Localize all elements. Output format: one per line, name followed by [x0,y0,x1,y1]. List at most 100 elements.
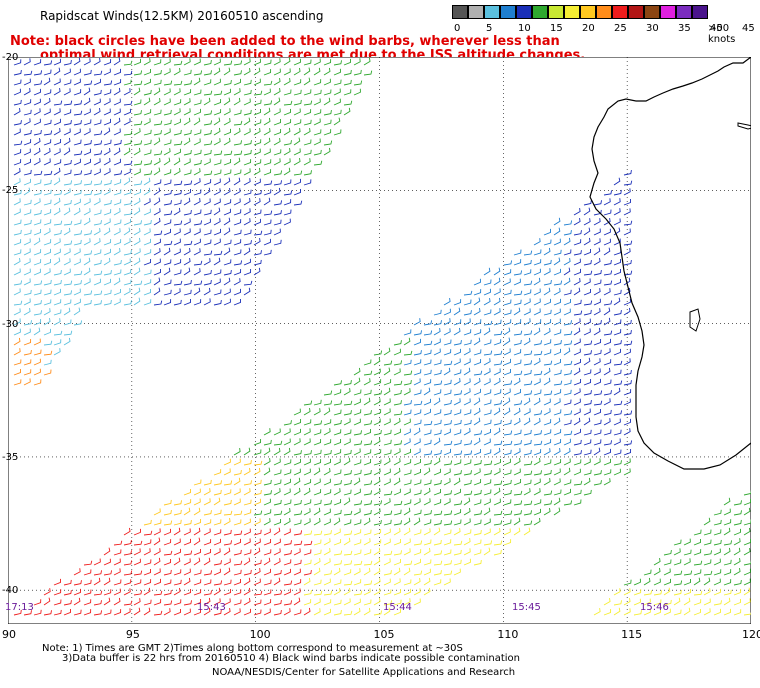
wind-barb [253,108,261,116]
wind-barb [53,139,62,146]
wind-barb [243,569,252,576]
wind-barb [433,369,442,376]
wind-barb [393,348,401,356]
wind-barb [383,558,391,566]
wind-barb [583,248,591,256]
wind-barb [513,349,522,356]
wind-barb [203,130,212,136]
wind-barb [263,490,272,496]
wind-barb [503,388,511,396]
wind-barb [73,189,82,196]
wind-barb [563,419,572,426]
wind-barb [413,498,421,506]
wind-barb [73,320,83,326]
wind-barb [613,400,623,406]
wind-barb [233,249,242,256]
wind-barb [503,327,511,336]
wind-barb [183,558,191,566]
wind-barb [433,550,443,556]
wind-barb [273,527,281,536]
wind-barb [63,330,73,336]
wind-barb [453,327,461,336]
wind-barb [83,140,92,146]
wind-barb [33,268,41,276]
wind-barb [313,590,323,596]
wind-barb [473,370,483,376]
wind-barb [323,538,331,546]
wind-barb [253,590,263,596]
wind-barb [143,519,152,526]
wind-barb [253,119,262,126]
wind-barb [253,250,262,256]
wind-barb [303,458,311,466]
wind-barb [403,409,412,416]
wind-barb [63,200,72,206]
wind-barb [383,478,391,486]
wind-barb [513,527,521,536]
wind-barb [283,199,292,206]
wind-barb [363,500,373,506]
wind-barb [313,138,321,146]
map-frame [8,57,751,624]
wind-barb [483,378,491,386]
wind-barb [593,269,602,276]
wind-barb [403,567,411,576]
wind-barb [283,459,292,466]
wind-barb [313,507,321,516]
wind-barb [413,427,421,436]
wind-barb [523,510,532,516]
wind-barb [123,147,131,156]
wind-barb [43,328,51,336]
wind-barb [303,127,311,136]
wind-barb [283,100,293,106]
wind-barb [253,609,262,616]
wind-barb [103,278,111,286]
wind-barb [23,58,31,66]
wind-barb [73,198,81,206]
wind-barb [213,469,222,476]
wind-barb [393,539,402,546]
wind-barb [463,529,472,536]
wind-barb [23,129,32,136]
wind-barb [413,409,422,416]
wind-barb [333,579,342,586]
wind-barb [213,99,222,106]
wind-barb [503,449,512,456]
wind-barb [373,390,383,396]
wind-barb [273,590,283,596]
wind-barb [353,529,362,536]
wind-barb [43,597,51,606]
wind-barb [573,439,582,446]
wind-barb [173,538,181,546]
wind-barb [483,479,492,486]
wind-barb [113,128,121,136]
wind-barb [73,230,83,236]
legend-swatch [452,5,468,19]
wind-barb [193,159,202,166]
wind-barb [383,439,392,446]
wind-barb [103,609,112,616]
wind-barb [123,250,132,256]
wind-barb [273,558,281,566]
wind-barb [563,249,572,256]
wind-barb [183,589,192,596]
wind-barb [353,590,363,596]
wind-barb [63,100,73,106]
wind-barb [463,388,471,396]
wind-barb [253,547,261,556]
wind-barb [253,198,261,206]
wind-barb [53,288,61,296]
wind-barb [203,479,212,486]
wind-barb [243,89,252,96]
wind-barb [133,540,143,546]
wind-barb [383,429,392,436]
wind-barb [33,70,43,76]
wind-barb [143,89,152,96]
wind-barb [53,589,62,596]
wind-barb [313,489,322,496]
wind-barb [563,448,571,456]
wind-barb [383,408,391,416]
wind-barb [623,330,632,336]
wind-barb [93,209,102,216]
wind-barb [43,89,52,96]
